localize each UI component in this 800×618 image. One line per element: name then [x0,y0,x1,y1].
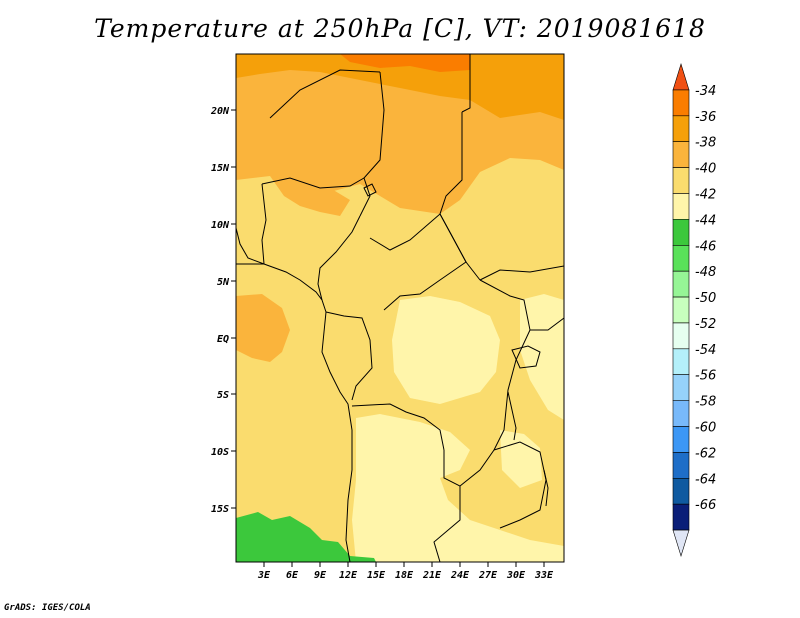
field-minus34-top [340,54,470,72]
lon-tick-15e: 15E [367,570,386,581]
lon-tick-18e: 18E [395,570,414,581]
colorbar-label: -34 [695,84,716,99]
colorbar-swatch [672,452,690,479]
field-minus40-west [236,294,290,362]
colorbar-label: -66 [695,498,716,513]
lake-victoria [511,345,541,369]
lake-tanganyika [507,391,517,441]
colorbar-swatch [672,167,690,194]
border-angola-zambia [433,450,461,562]
colorbar-swatch [672,193,690,220]
colorbar-label: -54 [695,343,716,358]
lat-tick-labels: 20N 15N 10N 5N EQ 5S 10S 15S [210,106,230,515]
grads-credit: GrADS: IGES/COLA [4,603,91,613]
lake-chad [363,183,377,197]
field-minus40-north [270,176,350,216]
colorbar-swatch [672,270,690,298]
boundaries [236,54,564,562]
colorbar-swatch [672,348,690,376]
map-frame [235,53,565,563]
colorbar-swatch [672,322,690,350]
lon-tick-12e: 12E [339,570,358,581]
lon-tick-21e: 21E [422,570,442,581]
border-car [369,213,467,311]
colorbar-label: -50 [695,291,716,306]
border-drc-east [459,279,531,487]
border-congo-drc [325,311,373,401]
colorbar-label: -42 [695,187,716,202]
field-minus42-east [520,294,564,420]
colorbar-label: -44 [695,213,716,228]
lon-tick-6e: 6E [286,570,299,581]
temperature-field [236,54,564,562]
colorbar-bottom-arrow [672,529,690,558]
colorbar-label: -36 [695,110,716,125]
field-minus42-south [352,414,564,562]
lon-tick-33e: 33E [534,570,554,581]
lat-tick-20n: 20N [210,106,230,117]
border-sudan-south [479,265,564,281]
lat-tick-10s: 10S [211,447,229,458]
colorbar-label: -52 [695,317,716,332]
colorbar-swatch [672,219,690,246]
colorbar-swatch [672,426,690,453]
colorbar-swatch [672,400,690,427]
field-minus44-southwest [236,512,376,562]
lat-axis [231,109,236,509]
lake-malawi [543,469,549,507]
colorbar-label: -38 [695,136,716,151]
colorbar-swatch [672,296,690,324]
border-algeria-niger [269,69,381,119]
lat-tick-eq: EQ [217,334,229,345]
colorbar-swatch [672,141,690,168]
colorbar-label: -62 [695,446,716,461]
colorbar-top-arrow [672,62,690,91]
lat-tick-15n: 15N [211,163,230,174]
chart-title: Temperature at 250hPa [C], VT: 201908161… [94,14,706,43]
lat-tick-5s: 5S [217,390,229,401]
lon-axis [263,562,545,567]
colorbar-label: -58 [695,395,716,410]
border-nigeria-cameroon [317,215,361,301]
colorbar-label: -46 [695,239,716,254]
colorbar-swatch [672,503,690,531]
field-minus42-center [392,296,500,404]
border-kenya-tanzania [530,317,564,331]
lon-tick-9e: 9E [314,570,327,581]
lat-tick-15s: 15S [211,504,229,515]
colorbar-swatch [672,244,690,272]
colorbar-label: -56 [695,369,716,384]
field-minus36-top [236,54,564,120]
colorbar-label: -64 [695,472,716,487]
colorbar-label: -48 [695,265,716,280]
colorbar-swatch [672,115,690,142]
colorbar-legend: -34 -36 -38 -40 -42 -44 -46 -48 -50 -52 -54 -56 -58 -… [672,62,716,558]
colorbar-label: -40 [695,162,716,177]
border-benin [261,183,267,265]
border-libya-egypt [461,54,471,113]
colorbar-swatch [672,478,690,505]
lon-tick-3e: 3E [257,570,271,581]
colorbar-swatch [672,374,690,401]
border-drc-angola [351,403,445,451]
lon-tick-30e: 30E [506,570,526,581]
lat-tick-10n: 10N [211,220,230,231]
lat-tick-5n: 5N [217,277,230,288]
colorbar-label: -60 [695,421,716,436]
lon-tick-labels: 3E 6E 9E 12E 15E 18E 21E 24E 27E 30E 33E [257,570,554,581]
lon-tick-24e: 24E [450,570,470,581]
border-nigeria-niger [261,177,365,189]
colorbar-swatch [672,89,690,117]
border-niger-chad [359,71,385,217]
lon-tick-27e: 27E [478,570,498,581]
